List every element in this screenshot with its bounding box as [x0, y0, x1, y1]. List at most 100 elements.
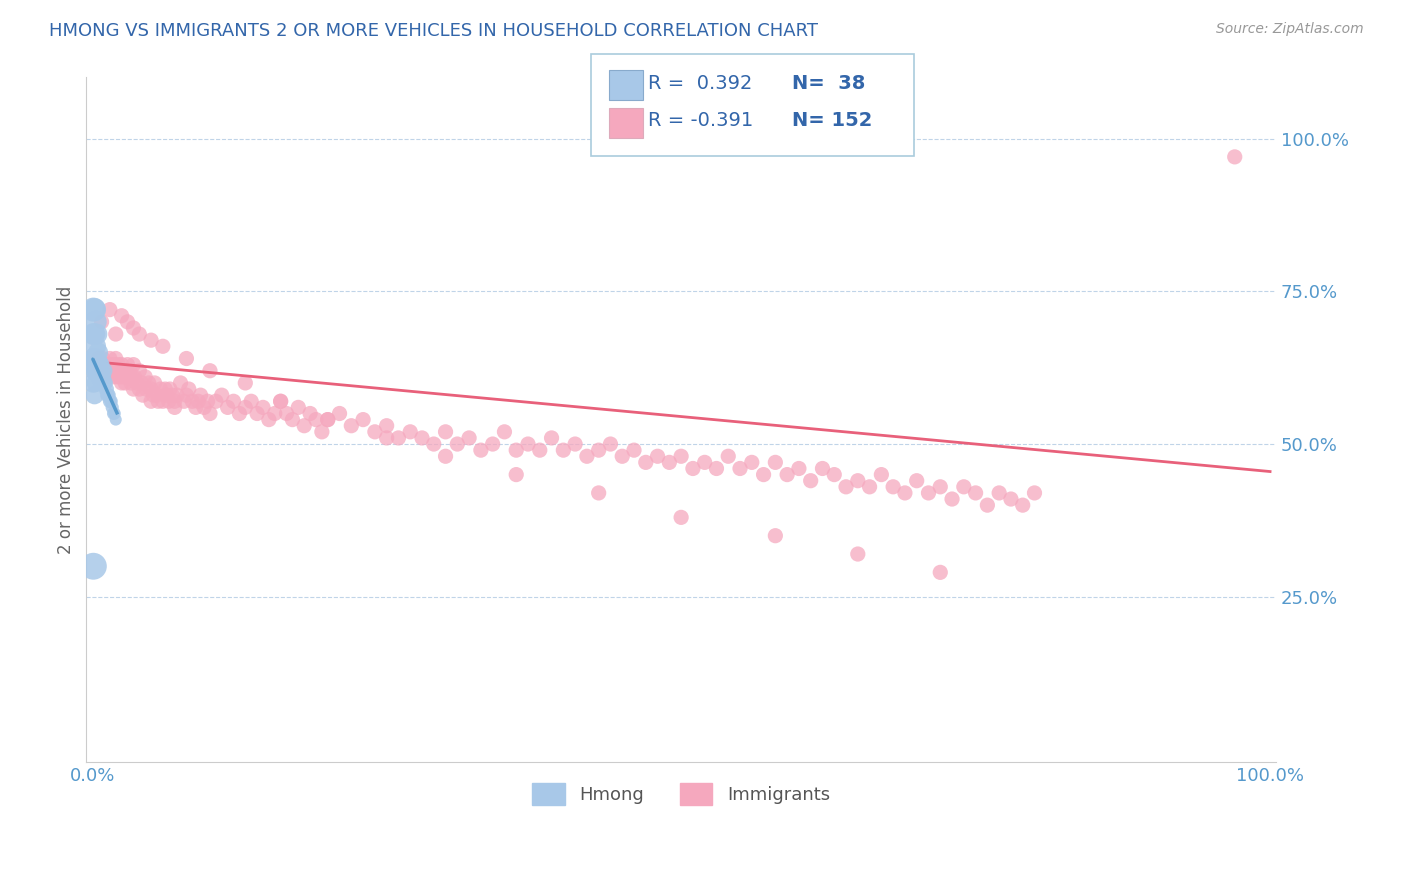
Point: [87, 345, 110, 359]
Point: [82, 376, 104, 390]
Point: [86, 327, 108, 342]
Point: [98, 364, 121, 378]
Text: HMONG VS IMMIGRANTS 2 OR MORE VEHICLES IN HOUSEHOLD CORRELATION CHART: HMONG VS IMMIGRANTS 2 OR MORE VEHICLES I…: [49, 22, 818, 40]
Point: [142, 388, 165, 402]
Point: [83, 364, 105, 378]
Point: [90, 364, 112, 378]
Point: [181, 394, 204, 409]
Point: [270, 394, 292, 409]
Point: [135, 382, 157, 396]
Point: [375, 431, 398, 445]
Point: [120, 376, 142, 390]
Point: [198, 407, 221, 421]
Point: [93, 364, 115, 378]
Point: [83, 302, 105, 317]
Point: [352, 412, 374, 426]
Point: [811, 461, 834, 475]
Point: [87, 351, 110, 366]
Point: [139, 382, 162, 396]
Point: [89, 369, 111, 384]
Text: R =  0.392: R = 0.392: [648, 74, 752, 93]
Point: [588, 486, 610, 500]
Point: [434, 450, 457, 464]
Point: [823, 467, 845, 482]
Point: [894, 486, 917, 500]
Point: [246, 407, 269, 421]
Point: [941, 491, 963, 506]
Point: [96, 364, 118, 378]
Point: [835, 480, 858, 494]
Point: [128, 327, 150, 342]
Point: [870, 467, 893, 482]
Point: [184, 401, 207, 415]
Point: [328, 407, 350, 421]
Point: [93, 358, 115, 372]
Point: [316, 412, 339, 426]
Point: [143, 376, 166, 390]
Point: [233, 401, 256, 415]
Point: [364, 425, 387, 439]
Point: [163, 394, 186, 409]
Point: [176, 351, 198, 366]
Point: [118, 364, 141, 378]
Point: [90, 315, 112, 329]
Point: [217, 401, 239, 415]
Point: [882, 480, 904, 494]
Point: [111, 358, 134, 372]
Point: [446, 437, 468, 451]
Point: [139, 333, 162, 347]
Point: [134, 369, 156, 384]
Point: [90, 376, 112, 390]
Point: [103, 369, 125, 384]
Point: [152, 394, 174, 409]
Point: [965, 486, 987, 500]
Point: [647, 450, 669, 464]
Point: [529, 443, 551, 458]
Point: [800, 474, 823, 488]
Point: [91, 369, 114, 384]
Point: [82, 559, 104, 574]
Point: [166, 388, 188, 402]
Point: [84, 364, 107, 378]
Point: [669, 450, 692, 464]
Point: [122, 321, 145, 335]
Point: [117, 358, 139, 372]
Legend: Hmong, Immigrants: Hmong, Immigrants: [523, 774, 839, 814]
Point: [176, 388, 198, 402]
Point: [100, 394, 122, 409]
Point: [846, 547, 869, 561]
Point: [190, 388, 212, 402]
Point: [458, 431, 481, 445]
Point: [83, 327, 105, 342]
Point: [93, 364, 115, 378]
Point: [132, 388, 155, 402]
Point: [263, 407, 285, 421]
Point: [988, 486, 1011, 500]
Point: [90, 364, 112, 378]
Point: [86, 351, 108, 366]
Point: [423, 437, 446, 451]
Point: [103, 358, 125, 372]
Point: [86, 364, 108, 378]
Point: [588, 443, 610, 458]
Point: [929, 566, 952, 580]
Point: [138, 376, 160, 390]
Point: [122, 382, 145, 396]
Point: [375, 418, 398, 433]
Point: [287, 401, 309, 415]
Point: [84, 339, 107, 353]
Point: [131, 376, 153, 390]
Point: [96, 358, 118, 372]
Point: [505, 467, 527, 482]
Point: [634, 455, 657, 469]
Point: [96, 358, 118, 372]
Point: [434, 425, 457, 439]
Point: [117, 315, 139, 329]
Point: [311, 425, 333, 439]
Point: [228, 407, 250, 421]
Point: [98, 351, 121, 366]
Point: [82, 351, 104, 366]
Point: [91, 351, 114, 366]
Point: [87, 364, 110, 378]
Point: [752, 467, 775, 482]
